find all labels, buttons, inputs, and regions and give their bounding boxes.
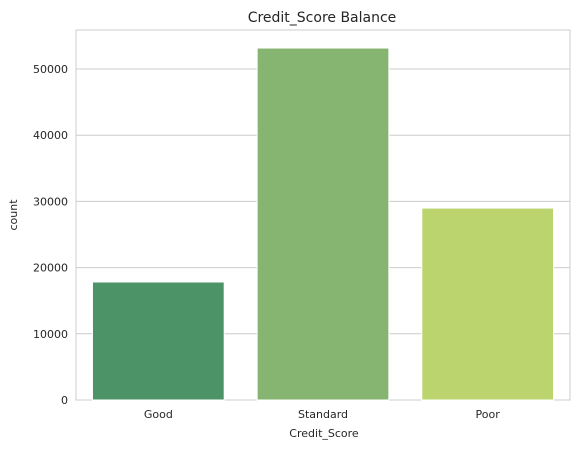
bar-good: [91, 281, 225, 401]
y-axis-label: count: [7, 199, 20, 231]
bar-poor: [421, 207, 555, 401]
y-tick-label-50000: 50000: [33, 63, 68, 76]
y-tick-labels: 0 10000 20000 30000 40000 50000: [33, 63, 68, 407]
y-tick-label-30000: 30000: [33, 195, 68, 208]
y-tick-label-10000: 10000: [33, 328, 68, 341]
bar-standard: [256, 47, 390, 401]
chart-title: Credit_Score Balance: [248, 10, 397, 26]
y-tick-label-40000: 40000: [33, 129, 68, 142]
x-tick-labels: Good Standard Poor: [144, 408, 500, 421]
x-axis-label: Credit_Score: [289, 427, 359, 440]
y-tick-label-20000: 20000: [33, 262, 68, 275]
bars: [91, 47, 555, 401]
x-tick-label-good: Good: [144, 408, 173, 421]
y-tick-label-0: 0: [61, 394, 68, 407]
x-tick-label-poor: Poor: [476, 408, 501, 421]
x-tick-label-standard: Standard: [298, 408, 348, 421]
